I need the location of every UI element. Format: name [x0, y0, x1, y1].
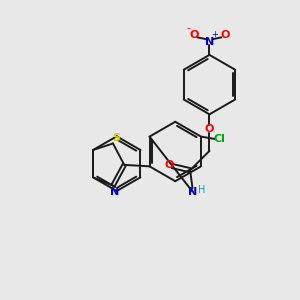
Text: N: N: [110, 187, 119, 197]
Text: S: S: [112, 133, 121, 143]
Text: +: +: [212, 31, 218, 40]
Text: O: O: [220, 30, 230, 40]
Text: O: O: [205, 124, 214, 134]
Text: Cl: Cl: [214, 134, 225, 144]
Text: O: O: [189, 30, 199, 40]
Text: H: H: [198, 185, 206, 195]
Text: -: -: [187, 23, 190, 33]
Text: O: O: [164, 160, 173, 170]
Text: N: N: [188, 187, 197, 196]
Text: N: N: [205, 37, 214, 46]
